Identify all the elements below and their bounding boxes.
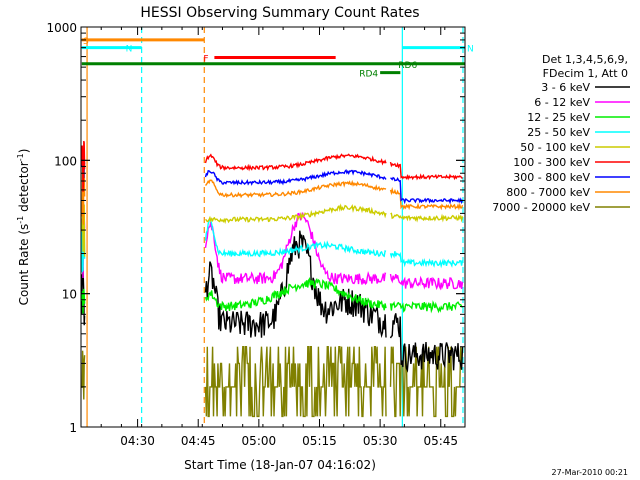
x-axis-label: Start Time (18-Jan-07 04:16:02): [184, 458, 376, 472]
legend-label: 300 - 800 keV: [513, 171, 590, 184]
series-3-6-kev: [81, 230, 464, 373]
x-axis: 04:30 04:45 05:00 05:15 05:30 05:45: [80, 27, 466, 448]
flag-label: F: [203, 55, 208, 65]
flag-bars: S N N F RD6 RD4: [81, 37, 474, 80]
flag-label: S: [83, 37, 89, 47]
legend-header: FDecim 1, Att 0: [543, 67, 628, 80]
flag-label: RD6: [398, 61, 417, 71]
x-tick-label: 05:30: [363, 434, 398, 448]
x-tick-label: 05:15: [302, 434, 337, 448]
series-25-50-kev: [81, 218, 464, 273]
x-tick-label: 04:30: [120, 434, 155, 448]
legend-label: 800 - 7000 keV: [506, 186, 590, 199]
legend-label: 50 - 100 keV: [520, 141, 590, 154]
legend: Det 1,3,4,5,6,9,FDecim 1, Att 03 - 6 keV…: [492, 53, 630, 214]
y-tick-label: 1: [69, 421, 77, 435]
x-tick-label: 05:45: [423, 434, 458, 448]
y-label-mid: detector: [17, 161, 31, 216]
series-100-300-kev: [81, 140, 463, 192]
legend-label: 6 - 12 keV: [534, 96, 590, 109]
footer-date: 27-Mar-2010 00:21: [552, 468, 629, 477]
y-axis: 1 10 100 1000: [46, 21, 465, 435]
y-label-end: ): [17, 149, 31, 154]
y-tick-label: 1000: [46, 21, 77, 35]
y-label-sup1: -1: [16, 216, 25, 224]
legend-label: 7000 - 20000 keV: [492, 201, 590, 214]
y-tick-label: 100: [54, 154, 77, 168]
plot-frame: [80, 26, 466, 428]
y-label-main: Count Rate (s: [17, 224, 31, 306]
flag-label: N: [467, 45, 474, 55]
flag-label: RD4: [359, 70, 378, 80]
x-tick-label: 05:00: [242, 434, 277, 448]
y-label-sup2: -1: [16, 153, 25, 161]
legend-label: 100 - 300 keV: [513, 156, 590, 169]
chart-title: HESSI Observing Summary Count Rates: [140, 5, 419, 21]
legend-label: 25 - 50 keV: [527, 126, 590, 139]
y-axis-label: Count Rate (s-1 detector-1): [16, 149, 31, 306]
x-tick-label: 04:45: [181, 434, 216, 448]
legend-header: Det 1,3,4,5,6,9,: [542, 53, 628, 66]
flag-label: N: [126, 45, 133, 55]
vertical-markers: [86, 27, 464, 427]
y-tick-label: 10: [62, 288, 77, 302]
series-lines: [81, 140, 464, 418]
series-800-7000-kev: [81, 162, 464, 225]
legend-label: 12 - 25 keV: [527, 111, 590, 124]
legend-label: 3 - 6 keV: [541, 81, 590, 94]
series-6-12-kev: [81, 212, 464, 291]
